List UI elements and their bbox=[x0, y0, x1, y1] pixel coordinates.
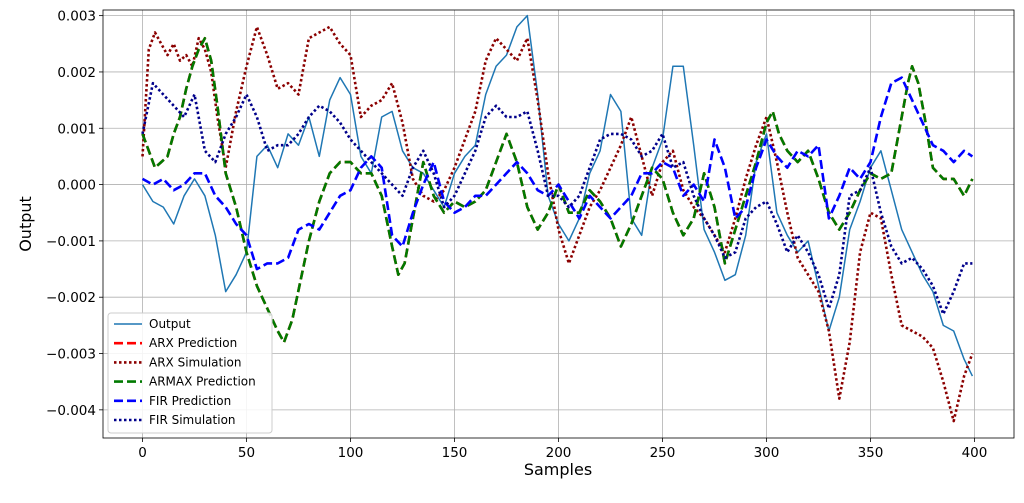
series-line-fir-prediction bbox=[141, 76, 974, 271]
y-tick-label: −0.003 bbox=[46, 347, 96, 363]
x-tick-label: 150 bbox=[442, 445, 468, 461]
x-tick-label: 0 bbox=[138, 445, 147, 461]
legend-label: ARX Prediction bbox=[149, 336, 237, 350]
x-axis-ticks: 0 50 100 150 200 250 300 350 400 bbox=[138, 438, 987, 461]
series-line-fir-simulation bbox=[141, 81, 973, 316]
y-tick-label: −0.001 bbox=[46, 234, 96, 250]
grid bbox=[103, 10, 1014, 438]
x-tick-label: 250 bbox=[650, 445, 676, 461]
y-axis-ticks: 0.003 0.002 0.001 0.000 −0.001 −0.002 −0.003 −0… bbox=[46, 9, 103, 419]
series-lines bbox=[141, 14, 974, 423]
x-tick-label: 350 bbox=[858, 445, 884, 461]
y-tick-label: −0.004 bbox=[46, 403, 96, 419]
legend-label: FIR Prediction bbox=[149, 394, 231, 408]
series-line-arx-simulation bbox=[141, 25, 974, 423]
x-tick-label: 200 bbox=[546, 445, 572, 461]
x-tick-label: 400 bbox=[962, 445, 988, 461]
y-tick-label: 0.003 bbox=[57, 9, 96, 25]
legend-box bbox=[107, 312, 273, 434]
x-axis-label: Samples bbox=[524, 460, 592, 479]
x-tick-label: 100 bbox=[338, 445, 364, 461]
y-tick-label: −0.002 bbox=[46, 290, 96, 306]
y-tick-label: 0.000 bbox=[57, 178, 96, 194]
y-tick-label: 0.002 bbox=[57, 65, 96, 81]
legend-label: ARMAX Prediction bbox=[149, 375, 256, 389]
legend-label: Output bbox=[149, 317, 191, 331]
legend-label: ARX Simulation bbox=[149, 355, 242, 369]
legend-label: FIR Simulation bbox=[149, 413, 236, 427]
y-tick-label: 0.001 bbox=[57, 121, 96, 137]
series-line-armax-prediction bbox=[141, 36, 974, 344]
y-axis-label: Output bbox=[16, 196, 35, 252]
series-line-output bbox=[141, 14, 974, 377]
x-tick-label: 50 bbox=[238, 445, 255, 461]
legend: Output ARX Prediction ARX Simulation ARMAX … bbox=[107, 312, 273, 434]
x-tick-label: 300 bbox=[754, 445, 780, 461]
